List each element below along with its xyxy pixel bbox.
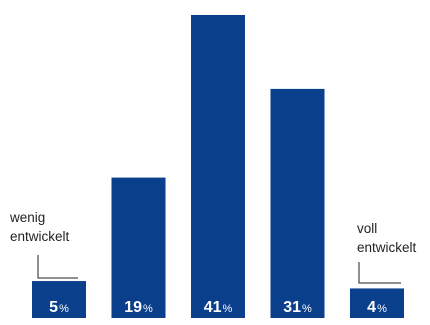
annotation-right-leader (358, 262, 401, 284)
annotation-left-leader (37, 255, 78, 279)
bar-4 (270, 88, 325, 318)
bar-value-label-5: 4% (367, 299, 387, 316)
annotation-right-line2: entwickelt (357, 240, 417, 255)
annotation-left: wenig entwickelt (9, 210, 78, 279)
annotation-right: voll entwickelt (357, 221, 417, 284)
bar-1 (32, 281, 86, 318)
value-labels-group: 5% 19% 41% 31% 4% (49, 299, 387, 316)
bar-value-label-4: 31% (283, 299, 312, 316)
bar-value-label-3: 41% (204, 299, 233, 316)
bar-3 (191, 15, 245, 318)
bar-2 (111, 177, 166, 318)
bars-group (32, 15, 404, 318)
bar-value-label-1: 5% (49, 299, 69, 316)
bar-5 (350, 288, 404, 318)
bar-value-label-2: 19% (124, 299, 153, 316)
annotation-left-line2: entwickelt (10, 229, 70, 244)
annotation-left-line1: wenig (9, 210, 45, 225)
annotation-right-line1: voll (357, 221, 377, 236)
